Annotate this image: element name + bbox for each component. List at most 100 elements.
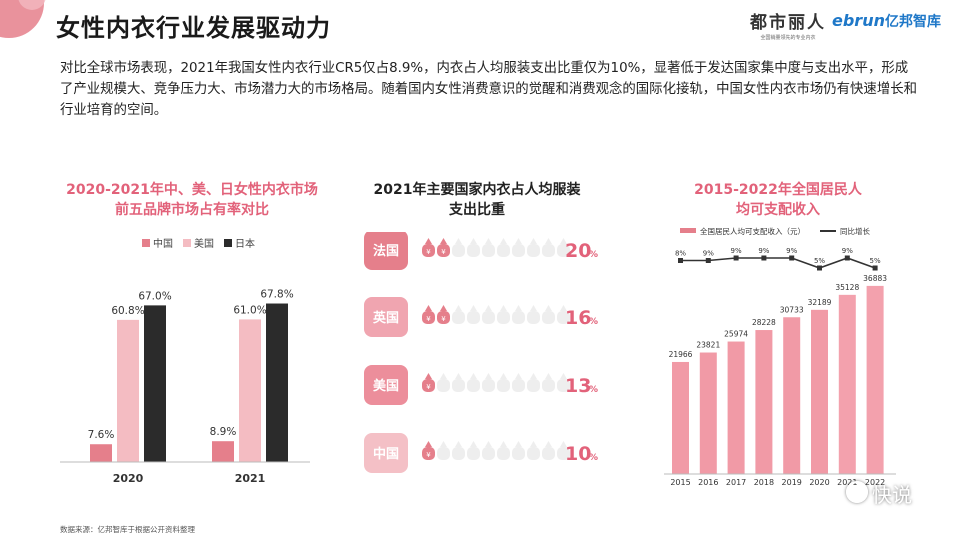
money-bag-top — [560, 238, 567, 244]
growth-point-2016 — [705, 258, 711, 263]
country-label-2: 美国 — [373, 378, 399, 394]
bar-2020-1 — [117, 319, 139, 462]
money-bag-icon — [557, 373, 570, 392]
money-bag-icon — [497, 305, 510, 324]
legend-label-growth: 同比增长 — [840, 226, 870, 236]
money-bag-body — [467, 379, 480, 392]
growth-label-2019: 9% — [786, 247, 797, 255]
money-bag-icon — [527, 373, 540, 392]
bar-2018 — [755, 330, 773, 474]
logo-ebrun-en: ebrun — [832, 11, 885, 30]
country-label-3: 中国 — [373, 446, 399, 462]
money-bag-body — [422, 447, 435, 460]
growth-point-2021 — [844, 255, 850, 261]
legend-swatch-1 — [183, 239, 191, 247]
money-bag-icon: ¥ — [422, 441, 435, 460]
money-bag-icon: ¥ — [422, 373, 435, 392]
money-bag-top — [500, 441, 507, 447]
logo-dushiliren-text: 都市丽人 — [750, 13, 826, 33]
country-box-2 — [364, 365, 408, 405]
logo-ebrun: ebrun亿邦智库 — [832, 11, 941, 31]
money-bag-body — [452, 244, 465, 257]
bar-2019 — [783, 317, 801, 474]
money-bag-body — [482, 311, 495, 324]
growth-point-2020 — [817, 265, 822, 271]
money-bag-body — [482, 244, 495, 257]
value-label-3: 10 — [565, 443, 591, 465]
money-bag-icon — [482, 238, 495, 257]
money-bag-icon — [557, 305, 570, 324]
money-bag-top — [425, 441, 432, 447]
money-bag-icon — [437, 373, 450, 392]
growth-line — [680, 257, 876, 269]
money-bag-body — [422, 379, 435, 392]
money-bag-icon — [467, 305, 480, 324]
country-label-0: 法国 — [373, 243, 399, 259]
money-bag-icon — [512, 441, 525, 460]
money-bag-body — [557, 447, 570, 460]
money-bag-top — [485, 305, 492, 311]
x-tick-2019: 2019 — [782, 478, 802, 487]
money-bag-icon — [452, 238, 465, 257]
bar-2020 — [811, 309, 828, 474]
money-bag-icon — [497, 441, 510, 460]
money-bag-body — [527, 311, 540, 324]
wechat-icon — [846, 481, 868, 503]
money-bag-yen: ¥ — [441, 248, 446, 256]
bar-2020-0 — [90, 444, 112, 462]
money-bag-yen: ¥ — [426, 451, 431, 459]
x-tick-2016: 2016 — [698, 478, 718, 487]
money-bag-body — [482, 447, 495, 460]
x-tick-2020: 2020 — [113, 472, 144, 485]
growth-label-2016: 9% — [703, 250, 714, 258]
money-bag-body — [497, 311, 510, 324]
money-bag-icon: ¥ — [437, 238, 450, 257]
money-bag-icon — [467, 238, 480, 257]
money-bag-top — [515, 305, 522, 311]
growth-label-2018: 9% — [758, 247, 769, 255]
money-bag-top — [470, 441, 477, 447]
money-bag-top — [560, 441, 567, 447]
chart1-market-share: 中国 美国 日本 7.6% 60.8% 67.0% 2020 8.9% 61.0% 67.8% 20… — [60, 237, 310, 485]
decor-circle-small — [18, 0, 46, 10]
money-bag-body — [437, 311, 450, 324]
money-bag-body — [437, 379, 450, 392]
money-bag-body — [527, 447, 540, 460]
value-label-2: 13 — [565, 375, 591, 397]
x-tick-2015: 2015 — [670, 478, 690, 487]
money-bag-top — [560, 305, 567, 311]
money-bag-top — [455, 373, 462, 379]
money-bag-icon — [467, 373, 480, 392]
money-bag-body — [542, 244, 555, 257]
country-box-3 — [364, 433, 408, 473]
money-bag-icon — [482, 373, 495, 392]
bar-2017 — [727, 341, 745, 474]
money-bag-body — [527, 379, 540, 392]
money-bag-body — [512, 379, 525, 392]
bar-label-2016: 23821 — [696, 341, 720, 350]
value-label-0: 20 — [565, 240, 591, 262]
bar-label-2018: 28228 — [752, 318, 776, 327]
money-bag-icon — [437, 441, 450, 460]
money-bag-icon — [512, 238, 525, 257]
bar-label-2022: 36883 — [863, 274, 887, 283]
growth-point-2022 — [872, 265, 878, 271]
bar-2021-2 — [266, 303, 288, 462]
page-title: 女性内衣行业发展驱动力 — [56, 14, 331, 42]
money-bag-body — [527, 244, 540, 257]
money-bag-icon — [497, 238, 510, 257]
money-bag-top — [470, 305, 477, 311]
money-bag-icon — [467, 441, 480, 460]
bar-label-2021: 35128 — [835, 283, 859, 292]
bar-2022 — [866, 285, 884, 474]
money-bag-body — [452, 311, 465, 324]
bar-2021-0 — [212, 441, 234, 462]
money-bag-top — [440, 238, 447, 244]
growth-label-2015: 8% — [675, 250, 686, 258]
money-bag-top — [470, 373, 477, 379]
money-bag-body — [497, 379, 510, 392]
money-bag-body — [452, 379, 465, 392]
money-bag-body — [542, 447, 555, 460]
money-bag-icon — [512, 305, 525, 324]
watermark: 快说 — [872, 483, 912, 507]
